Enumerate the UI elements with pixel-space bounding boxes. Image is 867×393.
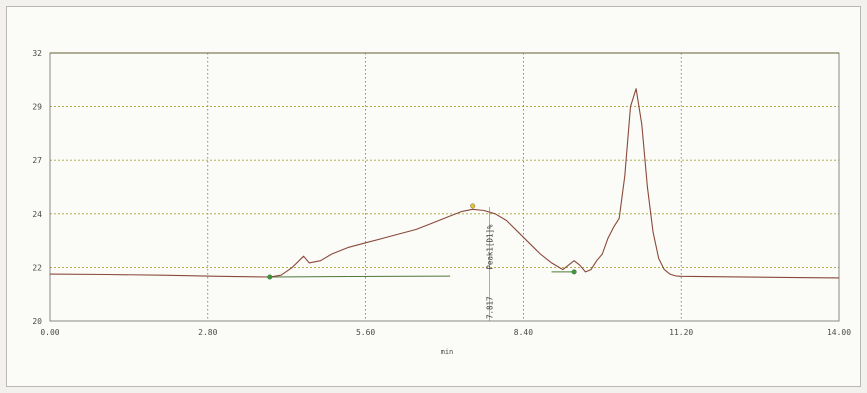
x-tick-label: 5.60 (356, 328, 375, 337)
marker-layer (267, 203, 577, 280)
series-layer (49, 88, 840, 321)
chromatogram-chart: 0.00 2.80 5.60 8.40 11.20 14.00 20 22 24 27 29 32 mi… (32, 49, 851, 356)
x-axis-label: min (441, 348, 454, 356)
x-tick-label: 11.20 (669, 328, 693, 337)
retention-time-label: 7.817 (486, 296, 495, 319)
peak-marker (267, 274, 273, 280)
x-tick-label: 2.80 (198, 328, 217, 337)
y-tick-label: 24 (32, 210, 42, 219)
peak-marker (470, 203, 476, 209)
axis-layer (49, 52, 840, 322)
label-layer: 0.00 2.80 5.60 8.40 11.20 14.00 20 22 24 27 29 32 mi… (32, 49, 851, 356)
x-tick-label: 14.00 (827, 328, 851, 337)
y-tick-label: 29 (32, 103, 42, 112)
y-tick-label: 22 (32, 263, 42, 272)
peak-label: Peak1[D1]% (486, 224, 495, 270)
x-tick-label: 0.00 (40, 328, 59, 337)
y-tick-label: 32 (32, 49, 42, 58)
y-tick-label: 27 (32, 156, 42, 165)
grid-layer (50, 52, 839, 321)
plot-border (49, 52, 840, 322)
chart-frame: 0.00 2.80 5.60 8.40 11.20 14.00 20 22 24 27 29 32 mi… (6, 6, 861, 387)
chromatogram-trace (49, 88, 840, 279)
peak-marker (571, 269, 577, 275)
x-tick-label: 8.40 (514, 328, 533, 337)
y-tick-label: 20 (32, 317, 42, 326)
